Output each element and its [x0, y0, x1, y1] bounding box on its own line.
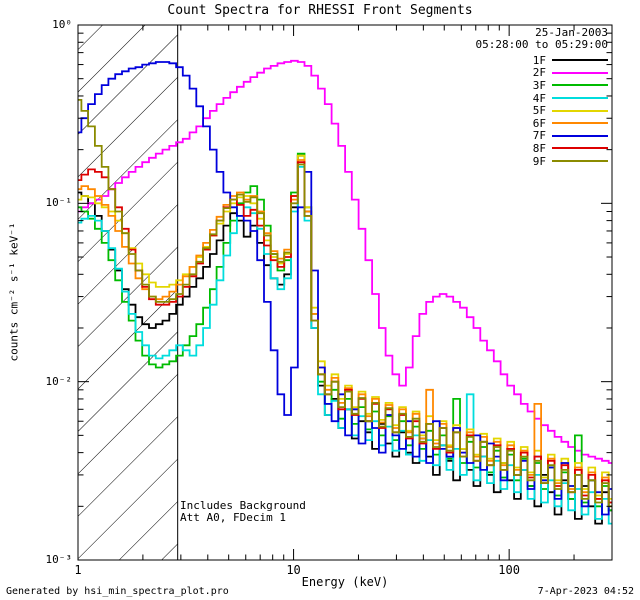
footer-timestamp: 7-Apr-2023 04:52	[537, 586, 634, 597]
legend-label-4f: 4F	[532, 91, 546, 105]
legend-item-4f: 4F	[533, 92, 608, 105]
legend-item-1f: 1F	[533, 54, 608, 67]
legend-item-9f: 9F	[533, 155, 608, 168]
legend-swatch-6f	[552, 122, 608, 125]
legend: 1F 2F 3F 4F 5F 6F 7F 8F 9F	[532, 54, 608, 168]
legend-swatch-7f	[552, 134, 608, 137]
legend-swatch-9f	[552, 160, 608, 163]
legend-label-8f: 8F	[532, 141, 546, 155]
legend-swatch-8f	[552, 147, 608, 150]
series-line-9f	[78, 99, 612, 508]
legend-swatch-5f	[552, 109, 608, 112]
legend-item-2f: 2F	[532, 66, 608, 80]
x-axis-label: Energy (keV)	[301, 575, 389, 589]
legend-label-2f: 2F	[532, 66, 546, 80]
legend-item-7f: 7F	[532, 129, 608, 143]
observation-time-range: 05:28:00 to 05:29:00	[475, 38, 608, 51]
legend-item-3f: 3F	[533, 79, 608, 92]
legend-label-6f: 6F	[532, 116, 546, 130]
legend-swatch-4f	[552, 97, 608, 100]
legend-label-5f: 5F	[532, 104, 546, 118]
series-line-2f	[78, 59, 612, 464]
plot-frame	[77, 24, 613, 561]
legend-item-5f: 5F	[533, 104, 608, 117]
series-line-8f	[78, 161, 612, 504]
legend-label-1f: 1F	[532, 53, 546, 67]
chart-title: Count Spectra for RHESSI Front Segments	[167, 3, 473, 18]
footer-generator: Generated by hsi_min_spectra_plot.pro	[6, 586, 229, 597]
legend-swatch-3f	[552, 84, 608, 87]
legend-item-6f: 6F	[533, 117, 608, 130]
series-line-5f	[78, 154, 612, 500]
legend-label-9f: 9F	[532, 154, 546, 168]
annotation-includes-background: Includes Background	[180, 499, 306, 512]
legend-label-7f: 7F	[532, 129, 546, 143]
legend-swatch-1f	[552, 59, 608, 62]
observation-datetime: 25-Jan-2003 05:28:00 to 05:29:00	[476, 27, 608, 51]
axis-ticks	[77, 24, 612, 561]
legend-label-3f: 3F	[532, 78, 546, 92]
legend-item-8f: 8F	[533, 142, 608, 155]
series-group	[78, 59, 612, 525]
annotation-attenuator-state: Att A0, FDecim 1	[180, 511, 286, 524]
y-axis-label: counts cm⁻² s⁻¹ keV⁻¹	[7, 222, 21, 362]
observation-date: 25-Jan-2003	[535, 26, 608, 39]
legend-swatch-2f	[552, 71, 608, 74]
series-line-7f	[78, 61, 612, 516]
